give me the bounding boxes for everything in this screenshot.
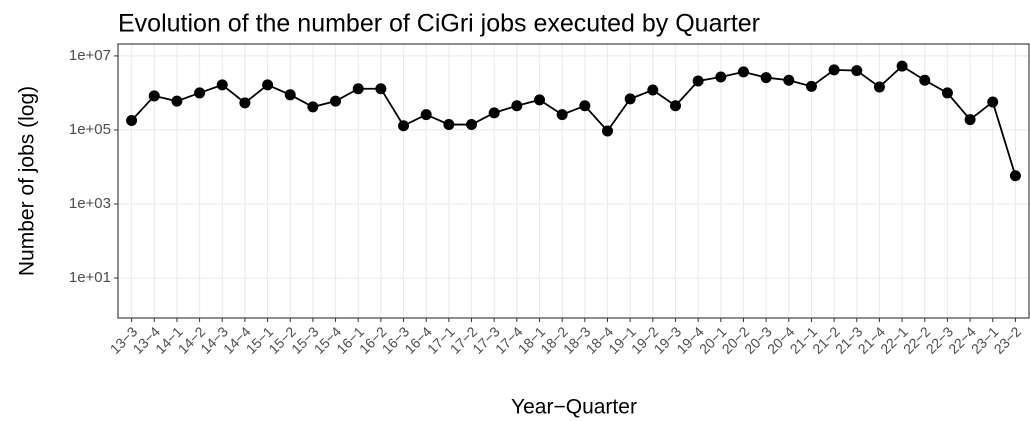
point [171, 95, 183, 107]
point [715, 71, 727, 83]
point [148, 90, 160, 102]
point [466, 119, 478, 131]
point [579, 100, 591, 112]
point [805, 80, 817, 92]
y-axis-label: Number of jobs (log) [16, 86, 39, 276]
point [828, 64, 840, 76]
point [556, 109, 568, 121]
point [194, 87, 206, 99]
point [330, 95, 342, 107]
point [783, 74, 795, 86]
point [126, 115, 138, 127]
point [534, 94, 546, 106]
point [420, 109, 432, 121]
point [284, 89, 296, 101]
point [692, 75, 704, 87]
panel-border [117, 43, 1030, 319]
point [941, 87, 953, 99]
point [624, 93, 636, 105]
y-tick-label: 1e+01 [69, 269, 111, 286]
point [647, 84, 659, 96]
point [851, 65, 863, 77]
point [873, 81, 885, 93]
point [488, 107, 500, 119]
point [737, 66, 749, 78]
y-tick-label: 1e+07 [69, 47, 111, 64]
point [375, 83, 387, 95]
line [130, 65, 1017, 176]
chart-title: Evolution of the number of CiGri jobs ex… [118, 10, 760, 38]
x-axis-label: Year−Quarter [511, 396, 637, 419]
point [216, 79, 228, 91]
point [398, 120, 410, 132]
point [601, 125, 613, 137]
y-tick-label: 1e+05 [69, 121, 111, 138]
panel [118, 44, 1029, 318]
point [352, 83, 364, 95]
point [919, 74, 931, 86]
point [239, 97, 251, 109]
point [1009, 170, 1021, 182]
point [307, 101, 319, 113]
point [511, 100, 523, 112]
point [964, 114, 976, 126]
point [443, 119, 455, 131]
point [760, 72, 772, 84]
x-tick-label: 23−2 [991, 323, 1025, 357]
point [896, 60, 908, 72]
point [987, 96, 999, 108]
point [262, 79, 274, 91]
point [669, 100, 681, 112]
y-tick-label: 1e+03 [69, 195, 111, 212]
